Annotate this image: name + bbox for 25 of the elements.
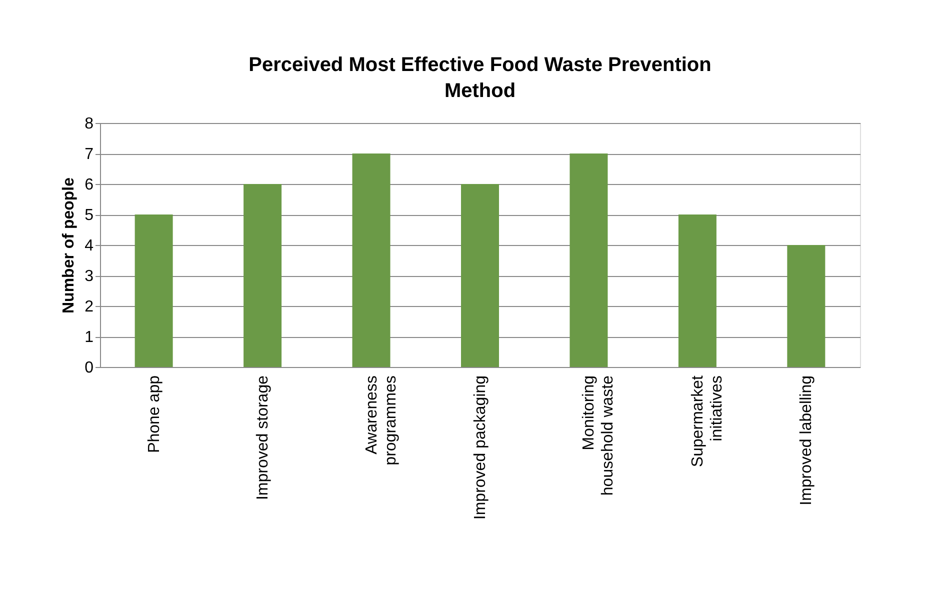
bar: [352, 154, 390, 367]
y-tick-label: 3: [84, 268, 94, 285]
y-tick-label: 5: [84, 207, 94, 224]
y-tick-label: 7: [84, 146, 94, 163]
y-tick-label: 2: [84, 298, 94, 316]
x-tick-label: Phone app: [146, 375, 163, 453]
x-tick-label: Improved labelling: [798, 376, 816, 506]
y-tick-label: 6: [84, 176, 94, 194]
x-tick-label: Awareness programmes: [363, 376, 400, 466]
bar: [134, 214, 173, 367]
x-tick-label: Improved packaging: [472, 376, 489, 520]
bar: [461, 184, 499, 367]
y-tick-label: 1: [84, 329, 94, 346]
chart-title: Perceived Most Effective Food Waste Prevention Method: [248, 54, 712, 102]
y-axis-title: Number of people: [60, 177, 78, 314]
bar: [244, 184, 282, 367]
bar: [787, 245, 826, 367]
x-tick-label: Improved storage: [254, 375, 272, 500]
y-tick-label: 8: [84, 116, 94, 132]
bar: [570, 154, 608, 367]
x-tick-label: Monitoring household waste: [580, 375, 617, 496]
bar: [678, 214, 716, 367]
x-tick-label: Supermarket initiatives: [689, 374, 726, 468]
y-tick-label: 0: [84, 360, 94, 376]
y-tick-label: 4: [84, 238, 94, 254]
